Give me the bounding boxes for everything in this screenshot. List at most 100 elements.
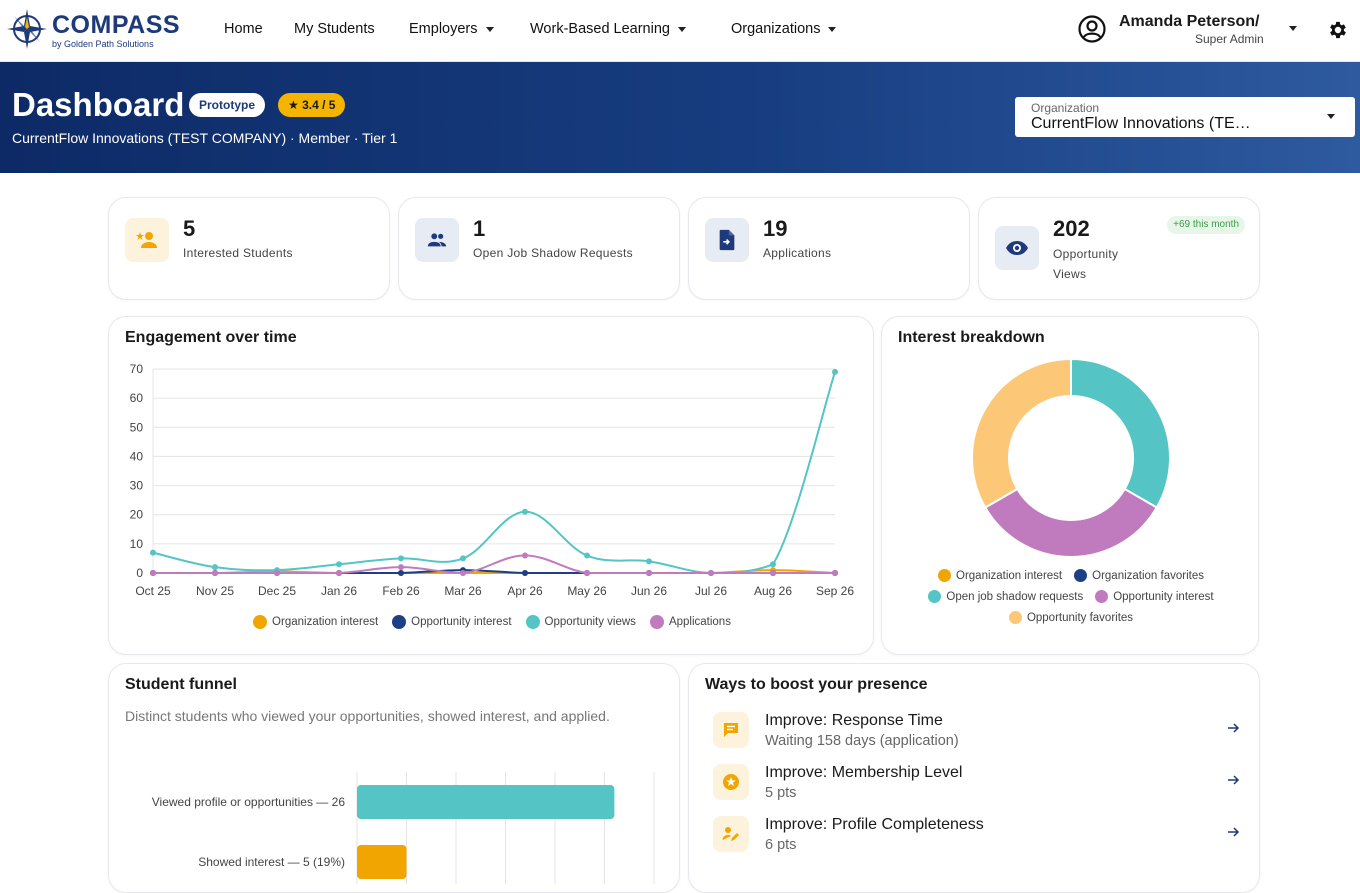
legend-label: Organization interest bbox=[272, 616, 379, 628]
boost-item-profile-completeness[interactable]: Improve: Profile Completeness 6 pts bbox=[713, 816, 1241, 860]
legend-dot bbox=[1008, 611, 1022, 624]
data-point-applications[interactable] bbox=[522, 552, 528, 559]
data-point-applications[interactable] bbox=[398, 564, 404, 571]
gear-icon[interactable] bbox=[1327, 19, 1349, 41]
legend-item[interactable]: Applications bbox=[649, 615, 731, 629]
legend-item[interactable]: Open job shadow requests bbox=[928, 590, 1083, 603]
data-point-applications[interactable] bbox=[274, 570, 280, 576]
nav-work-based-learning[interactable]: Work-Based Learning bbox=[530, 21, 686, 37]
data-point-applications[interactable] bbox=[832, 570, 838, 576]
y-tick-label: 60 bbox=[130, 391, 144, 405]
stat-label-line1: Opportunity bbox=[1053, 247, 1119, 261]
boost-title: Ways to boost your presence bbox=[705, 676, 928, 693]
legend-item[interactable]: Opportunity views bbox=[525, 615, 636, 629]
legend-dot bbox=[649, 615, 664, 629]
data-point-opportunity-views[interactable] bbox=[150, 549, 156, 556]
monthly-change-badge: +69 this month bbox=[1167, 216, 1245, 234]
legend-label: Organization interest bbox=[956, 569, 1063, 582]
page-title: Dashboard bbox=[12, 86, 185, 123]
legend-item[interactable]: Opportunity interest bbox=[1095, 590, 1214, 603]
data-point-opportunity-views[interactable] bbox=[522, 508, 528, 515]
data-point-opportunity-views[interactable] bbox=[584, 552, 590, 559]
interest-donut-chart bbox=[971, 357, 1171, 559]
legend-label: Opportunity favorites bbox=[1026, 611, 1134, 624]
star-badge-icon bbox=[713, 764, 749, 800]
data-point-applications[interactable] bbox=[708, 570, 714, 576]
stat-value: 202 bbox=[1053, 216, 1090, 241]
y-tick-label: 50 bbox=[130, 420, 144, 434]
donut-slice-opportunity-interest[interactable] bbox=[983, 487, 1159, 559]
boost-card: Ways to boost your presence Improve: Res… bbox=[688, 663, 1260, 893]
nav-organizations[interactable]: Organizations bbox=[731, 21, 837, 37]
interest-card: Interest breakdown Organization interest… bbox=[881, 316, 1259, 655]
y-tick-label: 40 bbox=[130, 449, 144, 463]
data-point-applications[interactable] bbox=[770, 570, 776, 576]
x-tick-label: Oct 25 bbox=[135, 584, 171, 598]
legend-row: Organization interest Organization favori… bbox=[902, 569, 1240, 582]
legend-dot bbox=[1074, 569, 1088, 582]
x-tick-label: Aug 26 bbox=[754, 584, 792, 598]
data-point-opportunity-views[interactable] bbox=[212, 564, 218, 571]
data-point-opportunity-views[interactable] bbox=[832, 368, 838, 375]
data-point-applications[interactable] bbox=[584, 570, 590, 576]
x-tick-label: Mar 26 bbox=[444, 584, 482, 598]
legend-item[interactable]: Opportunity interest bbox=[392, 615, 512, 629]
stat-card-opportunity-views[interactable]: 202 Opportunity Views +69 this month bbox=[978, 197, 1260, 300]
legend-item[interactable]: Opportunity favorites bbox=[1008, 611, 1134, 624]
boost-item-sub: Waiting 158 days (application) bbox=[765, 733, 959, 749]
stat-card-interested-students[interactable]: 5 Interested Students bbox=[108, 197, 390, 300]
x-tick-label: Jul 26 bbox=[695, 584, 727, 598]
boost-item-title: Improve: Response Time bbox=[765, 712, 943, 729]
nav-home[interactable]: Home bbox=[224, 21, 263, 37]
arrow-right-icon[interactable] bbox=[1225, 720, 1241, 736]
data-point-opportunity-views[interactable] bbox=[460, 555, 466, 562]
stat-label: Applications bbox=[763, 246, 832, 260]
compass-rose-icon bbox=[7, 9, 47, 49]
funnel-description: Distinct students who viewed your opport… bbox=[125, 708, 610, 724]
donut-slice-opportunity-favorites[interactable] bbox=[971, 357, 1072, 509]
data-point-applications[interactable] bbox=[646, 570, 652, 576]
chat-icon bbox=[713, 712, 749, 748]
arrow-right-icon[interactable] bbox=[1225, 772, 1241, 788]
compass-logo[interactable]: COMPASS by Golden Path Solutions bbox=[6, 8, 196, 54]
data-point-applications[interactable] bbox=[150, 570, 156, 576]
funnel-bar[interactable] bbox=[357, 845, 407, 879]
legend-dot bbox=[253, 615, 268, 629]
data-point-applications[interactable] bbox=[336, 570, 342, 576]
funnel-bar[interactable] bbox=[357, 785, 615, 819]
bar-label: Showed interest — 5 (19%) bbox=[198, 855, 345, 869]
legend-item[interactable]: Organization favorites bbox=[1074, 569, 1204, 582]
legend-dot bbox=[938, 569, 951, 582]
eye-icon bbox=[995, 226, 1039, 270]
data-point-opportunity-views[interactable] bbox=[646, 558, 652, 565]
data-point-opportunity-interest[interactable] bbox=[398, 570, 404, 576]
organization-select[interactable]: Organization CurrentFlow Innovations (TE… bbox=[1015, 97, 1355, 137]
stat-card-job-shadow-requests[interactable]: 1 Open Job Shadow Requests bbox=[398, 197, 680, 300]
funnel-bar-chart: Viewed profile or opportunities — 26 Show… bbox=[152, 772, 655, 884]
y-tick-label: 70 bbox=[130, 362, 144, 376]
arrow-right-icon[interactable] bbox=[1225, 824, 1241, 840]
legend-label: Opportunity views bbox=[544, 616, 636, 628]
legend-item[interactable]: Organization interest bbox=[253, 615, 378, 629]
legend-dot bbox=[525, 615, 540, 629]
boost-item-sub: 6 pts bbox=[765, 837, 797, 853]
boost-item-response-time[interactable]: Improve: Response Time Waiting 158 days … bbox=[713, 712, 1241, 756]
data-point-opportunity-views[interactable] bbox=[770, 561, 776, 568]
boost-item-sub: 5 pts bbox=[765, 785, 797, 801]
nav-employers[interactable]: Employers bbox=[409, 21, 494, 37]
company-subtitle: CurrentFlow Innovations (TEST COMPANY) ·… bbox=[12, 130, 398, 146]
data-point-applications[interactable] bbox=[460, 570, 466, 576]
stat-value: 5 bbox=[183, 216, 196, 241]
data-point-opportunity-interest[interactable] bbox=[522, 570, 528, 576]
y-tick-label: 0 bbox=[136, 566, 143, 580]
legend-item[interactable]: Organization interest bbox=[938, 569, 1062, 582]
donut-slice-open-job-shadow-requests[interactable] bbox=[1070, 357, 1171, 509]
chevron-down-icon bbox=[1327, 114, 1335, 119]
data-point-applications[interactable] bbox=[212, 570, 218, 576]
nav-my-students[interactable]: My Students bbox=[294, 21, 375, 37]
data-point-opportunity-views[interactable] bbox=[398, 555, 404, 562]
nav-organizations-label: Organizations bbox=[731, 21, 821, 37]
data-point-opportunity-views[interactable] bbox=[336, 561, 342, 568]
boost-item-membership-level[interactable]: Improve: Membership Level 5 pts bbox=[713, 764, 1241, 808]
stat-card-applications[interactable]: 19 Applications bbox=[688, 197, 970, 300]
